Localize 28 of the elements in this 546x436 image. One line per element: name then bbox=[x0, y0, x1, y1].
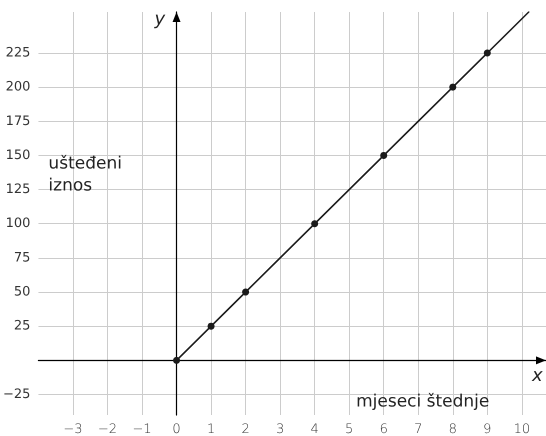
x-tick-label: 8 bbox=[448, 422, 457, 436]
x-tick-label: 0 bbox=[172, 422, 181, 436]
y-tick-label: 175 bbox=[6, 114, 30, 129]
y-axis-title: ušteđeni iznos bbox=[48, 154, 122, 196]
y-tick-label: 200 bbox=[6, 80, 30, 95]
y-tick-label: −25 bbox=[2, 387, 30, 402]
x-tick-label: −3 bbox=[63, 422, 83, 436]
x-tick-label: 6 bbox=[380, 422, 388, 436]
y-tick-label: 150 bbox=[6, 148, 30, 163]
x-tick-label: 10 bbox=[514, 422, 530, 436]
x-tick-label: 2 bbox=[241, 422, 250, 436]
x-axis-title: mjeseci štednje bbox=[356, 392, 490, 412]
x-tick-label: 1 bbox=[206, 422, 216, 436]
y-tick-label: 75 bbox=[14, 250, 30, 266]
x-tick-label: −2 bbox=[98, 422, 118, 436]
x-tick-label: 5 bbox=[345, 422, 354, 436]
x-tick-label: 3 bbox=[276, 422, 284, 436]
x-tick-label: 9 bbox=[483, 422, 492, 436]
annotation: x bbox=[531, 364, 543, 386]
x-tick-label: 7 bbox=[414, 422, 422, 436]
x-tick-label: 4 bbox=[310, 422, 319, 436]
y-tick-label: 25 bbox=[14, 318, 30, 334]
y-tick-label: 125 bbox=[6, 182, 30, 198]
y-tick-label: 225 bbox=[6, 45, 30, 60]
y-tick-label: 50 bbox=[14, 284, 30, 300]
x-tick-label: −1 bbox=[132, 422, 152, 436]
annotation: y bbox=[154, 8, 166, 30]
y-tick-label: 100 bbox=[6, 216, 30, 232]
